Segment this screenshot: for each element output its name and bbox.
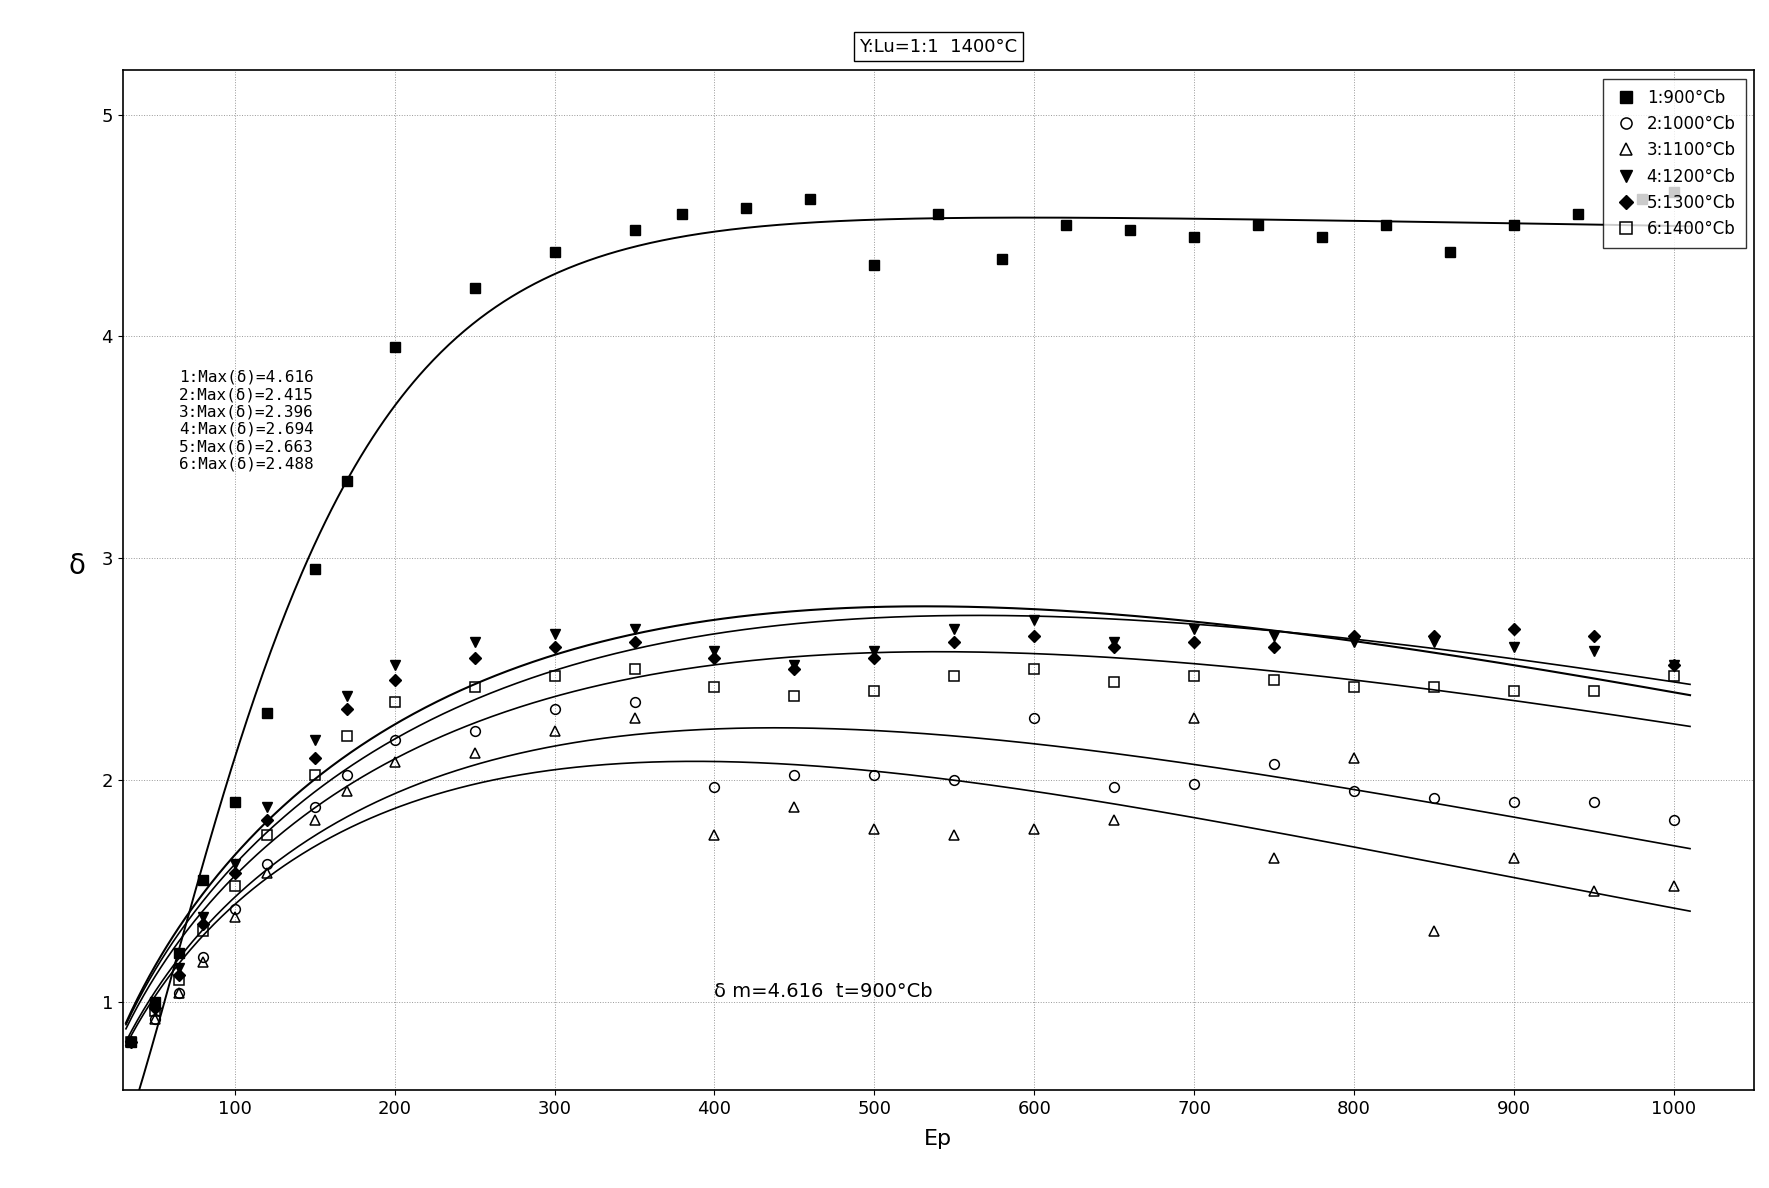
Legend: 1:900°Cb, 2:1000°Cb, 3:1100°Cb, 4:1200°Cb, 5:1300°Cb, 6:1400°Cb: 1:900°Cb, 2:1000°Cb, 3:1100°Cb, 4:1200°C…: [1603, 78, 1746, 248]
Text: 1:Max(δ)=4.616
2:Max(δ)=2.415
3:Max(δ)=2.396
4:Max(δ)=2.694
5:Max(δ)=2.663
6:Max: 1:Max(δ)=4.616 2:Max(δ)=2.415 3:Max(δ)=2…: [179, 369, 313, 472]
Text: δ m=4.616  t=900°Cb: δ m=4.616 t=900°Cb: [715, 982, 932, 1001]
Title: Y:Lu=1:1  1400°C: Y:Lu=1:1 1400°C: [860, 38, 1017, 56]
Y-axis label: δ: δ: [67, 552, 85, 580]
X-axis label: Ep: Ep: [923, 1130, 952, 1149]
